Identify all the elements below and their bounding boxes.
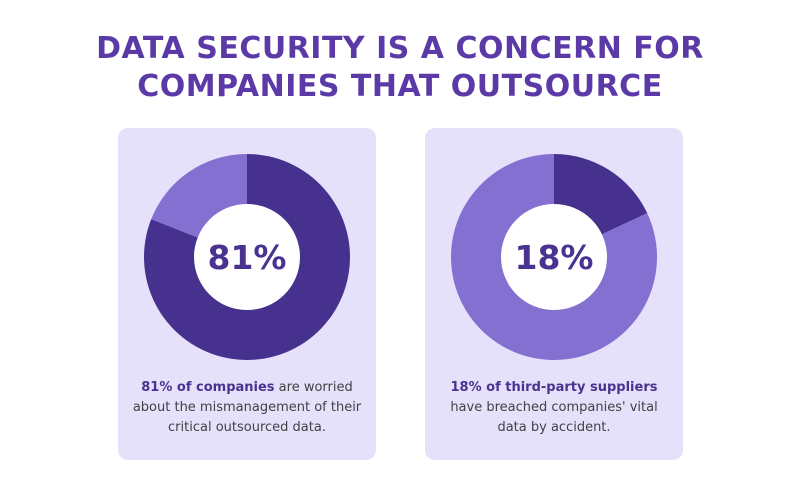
stat-caption: 81% of companies are worried about the m… [132,378,362,438]
caption-text: have breached companies' vital data by a… [450,400,658,435]
caption-highlight: 18% of third-party suppliers [450,380,658,395]
donut-center-label: 81% [208,238,287,277]
caption-text: are worried about the mismanagement of t… [132,380,362,435]
donut-hole [501,204,607,310]
donut-center-label: 18% [515,238,594,277]
title-line-2: COMPANIES THAT OUTSOURCE [137,69,663,104]
caption-highlight: 81% of companies [141,380,275,395]
page-title: DATA SECURITY IS A CONCERN FOR COMPANIES… [0,30,800,106]
donut-chart-suppliers: 18% [451,154,657,360]
title-line-1: DATA SECURITY IS A CONCERN FOR [96,31,704,66]
stat-caption: 18% of third-party suppliers have breach… [439,378,669,438]
stat-card-suppliers: 18% 18% of third-party suppliers have br… [425,128,683,460]
stat-card-companies: 81% 81% of companies are worried about t… [118,128,376,460]
donut-chart-companies: 81% [143,154,350,360]
donut-hole [194,204,300,310]
